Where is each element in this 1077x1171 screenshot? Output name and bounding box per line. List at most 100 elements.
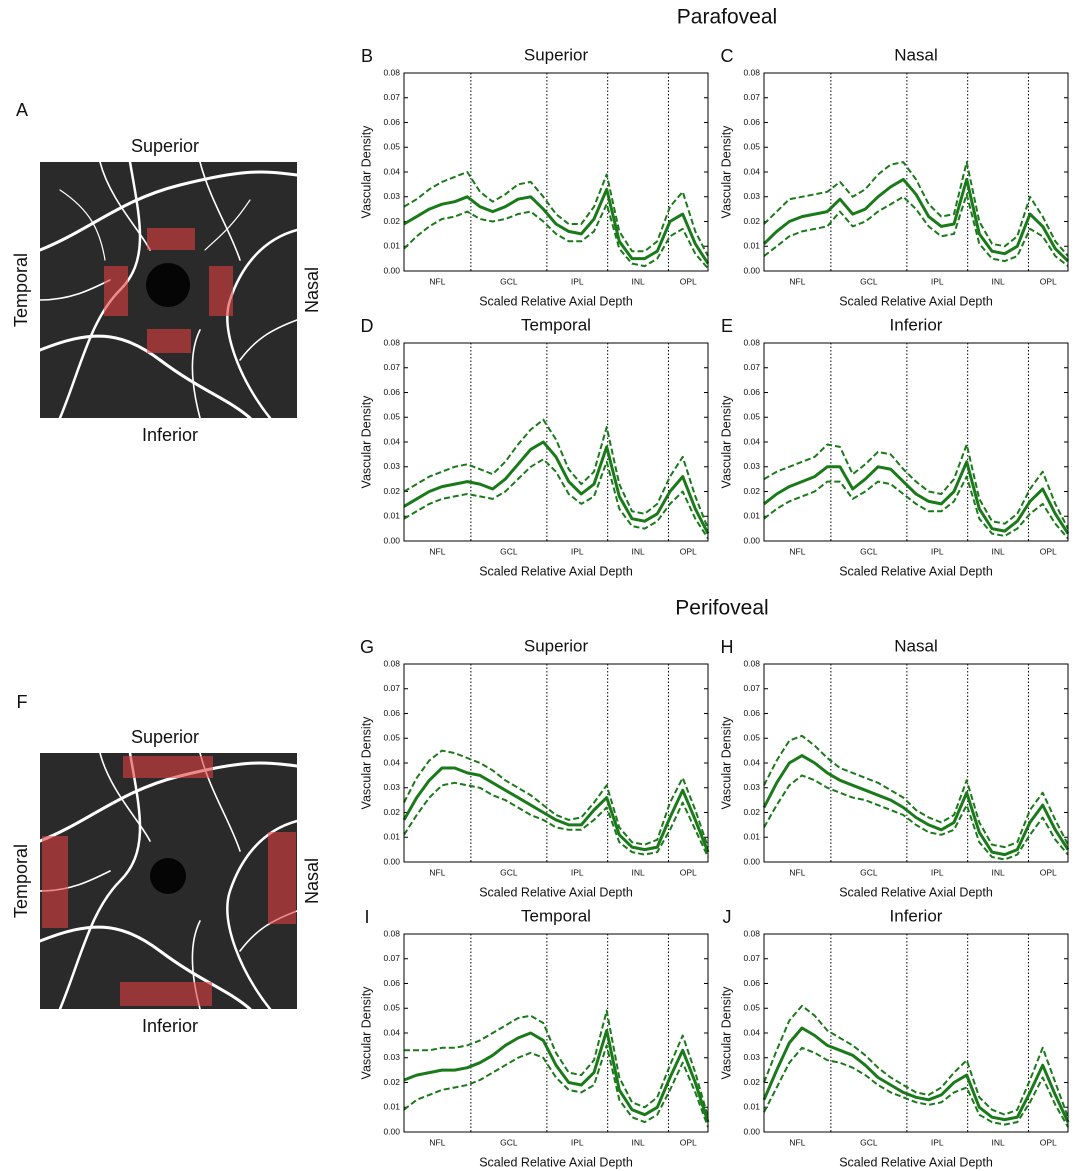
y-tick-label: 0.04 — [383, 1027, 400, 1037]
line-series — [404, 1009, 709, 1118]
y-tick-label: 0.02 — [743, 1077, 760, 1087]
y-tick-label: 0.03 — [383, 1052, 400, 1062]
image-label: Nasal — [302, 267, 322, 313]
layer-label: OPL — [1040, 276, 1057, 286]
layer-label: NFL — [789, 867, 805, 877]
chart-title: Superior — [524, 45, 589, 64]
y-tick-label: 0.07 — [383, 362, 400, 372]
layer-label: IPL — [571, 276, 584, 286]
y-tick-label: 0.00 — [383, 856, 400, 866]
y-axis-label: Vascular Density — [359, 125, 373, 219]
layer-label: GCL — [500, 1137, 518, 1147]
line-series — [403, 1044, 709, 1128]
section-title: Parafoveal — [677, 6, 777, 29]
line-series — [403, 203, 709, 270]
y-tick-label: 0.08 — [743, 928, 760, 938]
y-tick-label: 0.03 — [743, 461, 760, 471]
layer-label: INL — [991, 546, 1005, 556]
y-axis-label: Vascular Density — [719, 986, 733, 1080]
layer-label: INL — [991, 867, 1005, 877]
y-tick-label: 0.00 — [743, 1126, 760, 1136]
y-tick-label: 0.08 — [383, 337, 400, 347]
y-tick-label: 0.01 — [743, 832, 760, 842]
image-label: Inferior — [142, 425, 198, 445]
line-series — [762, 754, 1070, 857]
y-tick-label: 0.02 — [383, 1077, 400, 1087]
layer-label: NFL — [429, 867, 445, 877]
x-axis-label: Scaled Relative Axial Depth — [479, 885, 633, 899]
image-label: Temporal — [11, 253, 31, 327]
layer-label: NFL — [789, 546, 805, 556]
x-axis-label: Scaled Relative Axial Depth — [839, 564, 993, 578]
y-tick-label: 0.07 — [383, 683, 400, 693]
y-tick-label: 0.00 — [383, 535, 400, 545]
layer-label: IPL — [931, 1137, 944, 1147]
y-tick-label: 0.03 — [743, 782, 760, 792]
layer-label: GCL — [860, 1137, 878, 1147]
layer-label: GCL — [500, 546, 518, 556]
y-tick-label: 0.06 — [743, 708, 760, 718]
y-tick-label: 0.08 — [743, 337, 760, 347]
image-label: Superior — [131, 136, 199, 156]
layer-label: OPL — [680, 546, 697, 556]
y-tick-label: 0.02 — [743, 486, 760, 496]
layer-label: NFL — [429, 1137, 445, 1147]
line-series — [762, 177, 1070, 263]
panel-letter: E — [721, 316, 733, 336]
layer-label: INL — [991, 1137, 1005, 1147]
x-axis-label: Scaled Relative Axial Depth — [479, 294, 633, 308]
plot-frame — [403, 663, 709, 863]
y-tick-label: 0.05 — [743, 142, 760, 152]
panel-letter: J — [723, 907, 732, 927]
layer-label: INL — [631, 276, 645, 286]
panel-letter: A — [16, 100, 28, 120]
y-tick-label: 0.08 — [383, 658, 400, 668]
line-series — [403, 458, 709, 540]
y-tick-label: 0.03 — [383, 461, 400, 471]
line-series — [762, 1026, 1070, 1123]
x-axis-label: Scaled Relative Axial Depth — [479, 564, 633, 578]
y-tick-label: 0.00 — [743, 535, 760, 545]
y-tick-label: 0.05 — [383, 733, 400, 743]
y-tick-label: 0.05 — [383, 412, 400, 422]
y-tick-label: 0.06 — [383, 978, 400, 988]
line-series — [763, 443, 1069, 530]
y-tick-label: 0.04 — [743, 757, 760, 767]
y-tick-label: 0.08 — [743, 67, 760, 77]
y-axis-label: Vascular Density — [719, 716, 733, 810]
panel-letter: C — [721, 46, 734, 66]
layer-label: NFL — [789, 276, 805, 286]
layer-label: IPL — [931, 276, 944, 286]
y-tick-label: 0.07 — [383, 92, 400, 102]
layer-label: INL — [991, 276, 1005, 286]
y-tick-label: 0.04 — [383, 166, 400, 176]
line-series — [763, 1046, 1069, 1128]
layer-label: OPL — [1040, 1137, 1057, 1147]
y-tick-label: 0.07 — [743, 362, 760, 372]
y-tick-label: 0.01 — [743, 511, 760, 521]
plot-frame — [763, 342, 1069, 542]
line-series — [763, 1004, 1069, 1118]
layer-label: INL — [631, 1137, 645, 1147]
chart-title: Temporal — [521, 906, 591, 925]
y-tick-label: 0.02 — [383, 486, 400, 496]
y-tick-label: 0.00 — [743, 265, 760, 275]
y-tick-label: 0.06 — [743, 387, 760, 397]
layer-label: OPL — [1040, 867, 1057, 877]
y-tick-label: 0.06 — [743, 978, 760, 988]
y-tick-label: 0.02 — [743, 807, 760, 817]
layer-label: GCL — [500, 867, 518, 877]
panel-letter: F — [17, 692, 28, 712]
line-series — [403, 440, 710, 535]
layer-label: IPL — [931, 546, 944, 556]
layer-label: OPL — [680, 867, 697, 877]
y-tick-label: 0.05 — [383, 142, 400, 152]
y-tick-label: 0.00 — [383, 1126, 400, 1136]
y-tick-label: 0.08 — [743, 658, 760, 668]
line-series — [403, 187, 710, 265]
image-label: Temporal — [11, 844, 31, 918]
panel-letter: D — [361, 316, 374, 336]
line-series — [763, 193, 1069, 267]
layer-label: GCL — [860, 276, 878, 286]
